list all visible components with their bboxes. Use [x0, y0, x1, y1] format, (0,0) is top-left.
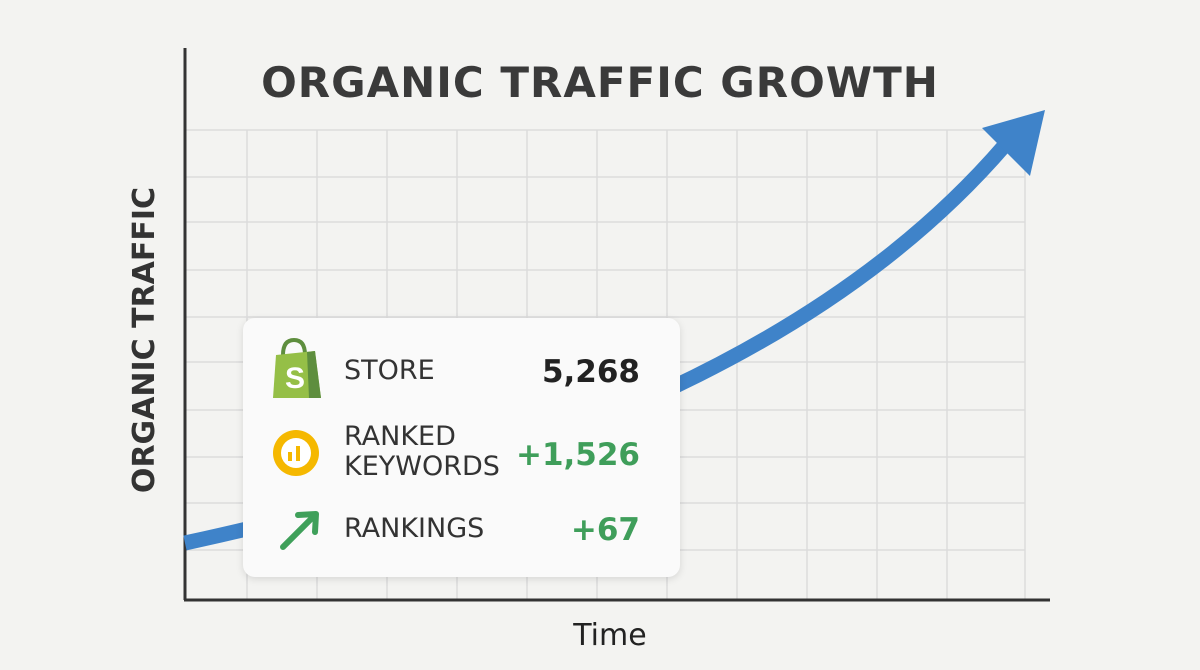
- svg-text:S: S: [285, 362, 305, 395]
- row-value: +67: [570, 512, 640, 548]
- rankings-icon: [280, 511, 319, 550]
- stats-card: S STORE 5,268 RANKED KEYWORDS +1,526 RAN…: [243, 318, 680, 577]
- card-icons: S: [273, 337, 321, 550]
- row-value: 5,268: [541, 354, 640, 390]
- title-text: ORGANIC TRAFFIC GROWTH: [261, 58, 939, 107]
- row-label: STORE: [344, 355, 435, 386]
- row-value: +1,526: [515, 437, 640, 473]
- row-label: RANKINGS: [344, 513, 485, 544]
- keywords-icon: [273, 430, 319, 476]
- x-axis-label: Time: [573, 618, 647, 653]
- store-icon: S: [273, 337, 321, 398]
- row-label: RANKED KEYWORDS: [344, 421, 500, 482]
- y-axis-label: ORGANIC TRAFFIC: [127, 186, 162, 494]
- title: ORGANIC TRAFFIC GROWTH: [0, 58, 1200, 107]
- arrow-head: [982, 110, 1045, 176]
